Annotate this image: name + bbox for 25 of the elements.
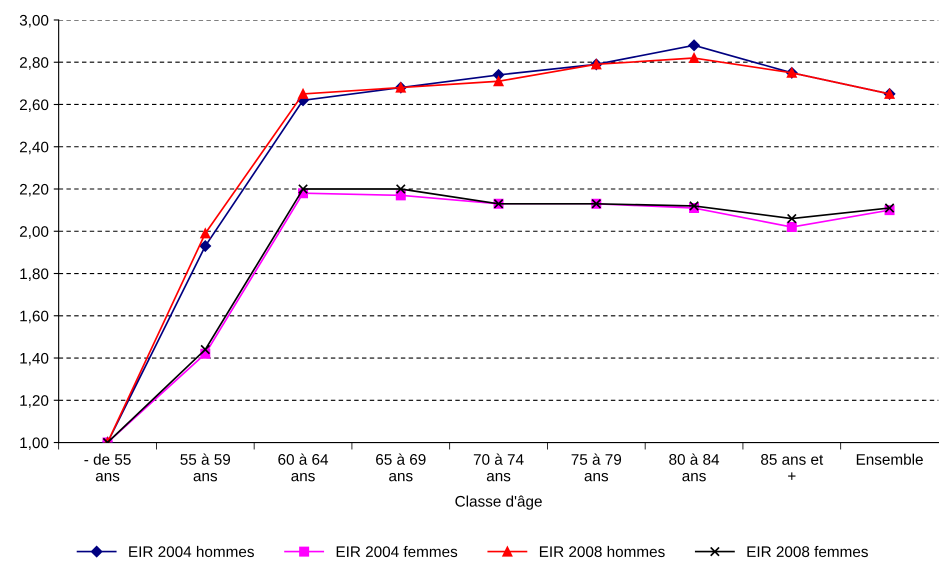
y-tick-label: 1,00 <box>20 437 48 450</box>
y-tick-label: 2,00 <box>20 226 48 239</box>
y-tick-label: 2,80 <box>20 57 48 70</box>
y-tick-label: 1,20 <box>20 395 48 408</box>
y-tick-label: 1,60 <box>20 310 48 324</box>
x-tick-label: 80 à 84 ans <box>669 453 720 482</box>
legend-label: EIR 2008 hommes <box>540 546 665 558</box>
x-tick-label: - de 55 ans <box>84 454 131 482</box>
legend-label: EIR 2008 femmes <box>747 546 868 558</box>
x-tick-label: 60 à 64 ans <box>278 453 328 482</box>
y-tick-label: 1,40 <box>20 352 48 366</box>
y-tick-label: 2,60 <box>20 99 48 112</box>
y-tick-label: 2,20 <box>20 184 48 196</box>
x-tick-label: 75 à 79 ans <box>572 453 622 482</box>
x-axis-title: Classe d'âge <box>455 495 542 510</box>
y-tick-label: 1,80 <box>20 268 48 281</box>
legend-label: EIR 2004 femmes <box>336 546 458 558</box>
legend-label: EIR 2004 hommes <box>129 546 254 558</box>
y-tick-label: 3,00 <box>20 14 48 28</box>
x-tick-label: Ensemble <box>856 454 923 465</box>
x-tick-label: 85 ans et + <box>761 454 824 480</box>
x-tick-label: 70 à 74 ans <box>474 453 524 482</box>
x-tick-label: 65 à 69 ans <box>376 453 426 482</box>
y-tick-label: 2,40 <box>20 142 48 154</box>
x-tick-label: 55 à 59 ans <box>180 453 230 482</box>
